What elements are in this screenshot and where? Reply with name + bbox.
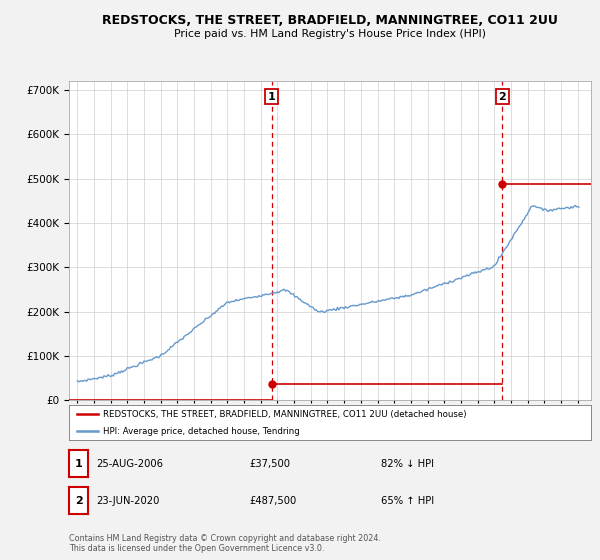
Text: REDSTOCKS, THE STREET, BRADFIELD, MANNINGTREE, CO11 2UU (detached house): REDSTOCKS, THE STREET, BRADFIELD, MANNIN…: [103, 410, 466, 419]
Text: 65% ↑ HPI: 65% ↑ HPI: [381, 496, 434, 506]
Text: Price paid vs. HM Land Registry's House Price Index (HPI): Price paid vs. HM Land Registry's House …: [174, 29, 486, 39]
Text: REDSTOCKS, THE STREET, BRADFIELD, MANNINGTREE, CO11 2UU: REDSTOCKS, THE STREET, BRADFIELD, MANNIN…: [102, 14, 558, 27]
Text: 25-AUG-2006: 25-AUG-2006: [96, 459, 163, 469]
Text: 2: 2: [499, 92, 506, 102]
Text: Contains HM Land Registry data © Crown copyright and database right 2024.
This d: Contains HM Land Registry data © Crown c…: [69, 534, 381, 553]
Text: 2: 2: [75, 496, 82, 506]
Text: 82% ↓ HPI: 82% ↓ HPI: [381, 459, 434, 469]
Text: 1: 1: [75, 459, 82, 469]
Text: £487,500: £487,500: [249, 496, 296, 506]
Text: 23-JUN-2020: 23-JUN-2020: [96, 496, 160, 506]
Text: £37,500: £37,500: [249, 459, 290, 469]
Text: HPI: Average price, detached house, Tendring: HPI: Average price, detached house, Tend…: [103, 427, 299, 436]
Text: 1: 1: [268, 92, 275, 102]
